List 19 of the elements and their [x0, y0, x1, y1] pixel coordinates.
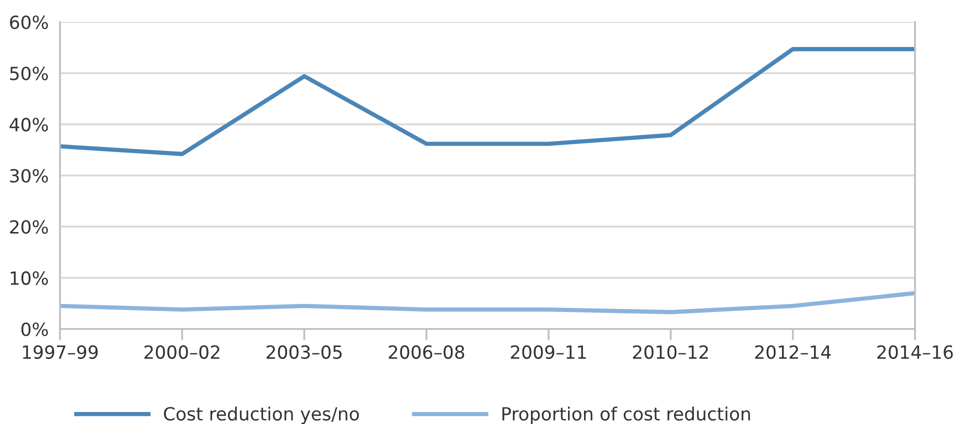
y-tick-label: 50% [10, 66, 48, 80]
x-tick-label: 2006–08 [388, 345, 464, 359]
legend-label: Cost reduction yes/no [164, 406, 359, 424]
line-series [60, 47, 915, 156]
x-tick-label: 2000–02 [144, 345, 220, 359]
x-tick-label: 2014–16 [877, 345, 953, 359]
x-tick-label: 2010–12 [633, 345, 708, 359]
y-tick-label: 60% [10, 15, 48, 30]
y-tick-label: 10% [10, 271, 48, 285]
x-tick-label: 2009–11 [510, 345, 586, 359]
y-tick-label: 30% [10, 168, 48, 183]
x-tick-label: 1997–99 [23, 345, 98, 359]
y-tick-label: 20% [10, 220, 48, 234]
x-tick-label: 2012–14 [755, 345, 831, 359]
x-tick-label: 2003–05 [266, 345, 342, 359]
y-tick-label: 40% [10, 118, 48, 132]
legend-label: Proportion of cost reduction [502, 406, 750, 424]
line-series [60, 291, 915, 314]
y-tick-label: 0% [21, 322, 48, 336]
